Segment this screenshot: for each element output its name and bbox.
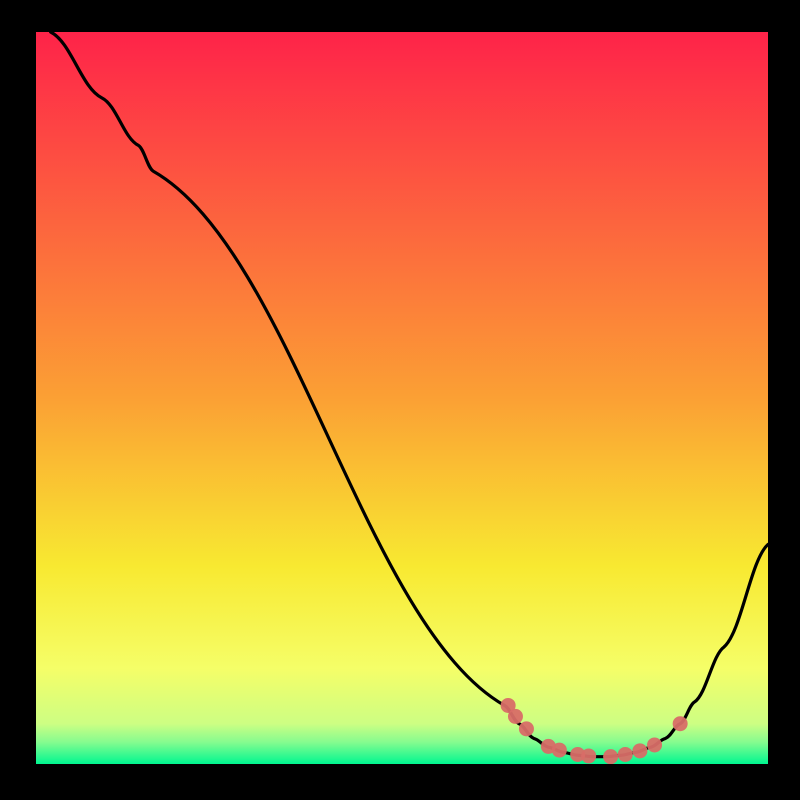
marker-dot bbox=[519, 721, 534, 736]
plot-area bbox=[36, 32, 768, 764]
marker-dot bbox=[581, 748, 596, 763]
marker-dot bbox=[552, 743, 567, 758]
marker-dot bbox=[647, 737, 662, 752]
chart-container: TheBottlenecker.com bbox=[0, 0, 800, 800]
marker-dot bbox=[603, 749, 618, 764]
marker-dot bbox=[508, 709, 523, 724]
marker-dot bbox=[673, 716, 688, 731]
plot-background bbox=[36, 32, 768, 764]
marker-dot bbox=[618, 747, 633, 762]
marker-dot bbox=[632, 743, 647, 758]
plot-svg bbox=[36, 32, 768, 764]
watermark-text: TheBottlenecker.com bbox=[576, 4, 786, 30]
